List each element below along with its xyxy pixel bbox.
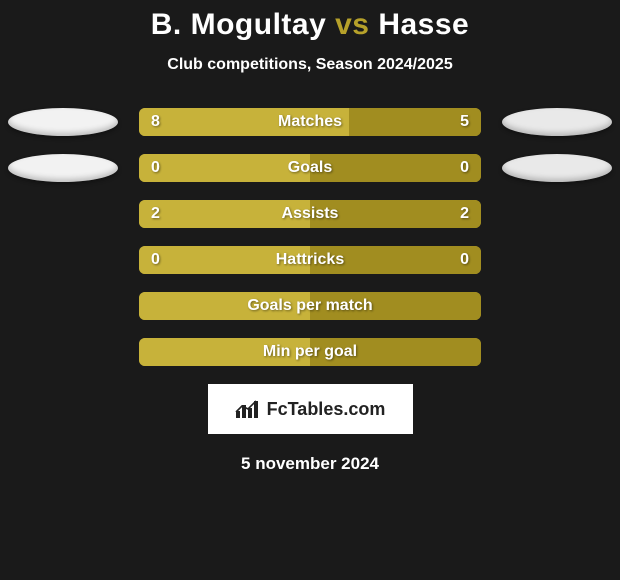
stat-bar-split [139, 154, 481, 182]
player1-badge [8, 108, 118, 136]
player2-name: Hasse [378, 8, 469, 41]
comparison-title: B. Mogultay vs Hasse [0, 8, 620, 42]
stat-bar-right-segment [310, 200, 481, 228]
stat-bar: 85Matches [139, 108, 481, 136]
stat-bar-left-segment [139, 154, 310, 182]
stat-bar: 22Assists [139, 200, 481, 228]
stat-row: 00Goals [0, 154, 620, 182]
player2-badge [502, 154, 612, 182]
stat-bar-left-segment [139, 338, 310, 366]
stat-row: Min per goal [0, 338, 620, 366]
stat-rows: 85Matches00Goals22Assists00HattricksGoal… [0, 108, 620, 366]
stat-bar: 00Goals [139, 154, 481, 182]
stat-bar-split [139, 108, 481, 136]
stat-bar: Goals per match [139, 292, 481, 320]
stat-bar-right-segment [310, 246, 481, 274]
subtitle-text: Club competitions, Season 2024/2025 [0, 56, 620, 74]
date-text: 5 november 2024 [0, 454, 620, 474]
title-vs: vs [335, 8, 369, 41]
stat-bar-left-segment [139, 108, 349, 136]
stat-bar-split [139, 292, 481, 320]
stat-value-right: 0 [460, 159, 469, 177]
stat-bar-right-segment [310, 154, 481, 182]
stat-value-right: 5 [460, 113, 469, 131]
stat-value-right: 0 [460, 251, 469, 269]
stat-value-right: 2 [460, 205, 469, 223]
stat-bar-left-segment [139, 200, 310, 228]
stat-row: 22Assists [0, 200, 620, 228]
stat-bar-right-segment [310, 338, 481, 366]
stat-bar-right-segment [310, 292, 481, 320]
stat-row: 00Hattricks [0, 246, 620, 274]
logo-badge: FcTables.com [208, 384, 413, 434]
stat-bar-split [139, 338, 481, 366]
stat-bar-left-segment [139, 246, 310, 274]
stat-bar-left-segment [139, 292, 310, 320]
stat-value-left: 2 [151, 205, 160, 223]
player1-badge [8, 154, 118, 182]
stat-bar: Min per goal [139, 338, 481, 366]
logo-text: FcTables.com [267, 399, 386, 420]
stat-row: 85Matches [0, 108, 620, 136]
player2-badge [502, 108, 612, 136]
stat-bar-split [139, 200, 481, 228]
comparison-card: B. Mogultay vs Hasse Club competitions, … [0, 0, 620, 474]
stat-row: Goals per match [0, 292, 620, 320]
stat-bar: 00Hattricks [139, 246, 481, 274]
player1-name: B. Mogultay [151, 8, 327, 41]
stat-value-left: 0 [151, 159, 160, 177]
bar-chart-icon [235, 399, 261, 419]
stat-bar-split [139, 246, 481, 274]
stat-value-left: 0 [151, 251, 160, 269]
stat-value-left: 8 [151, 113, 160, 131]
